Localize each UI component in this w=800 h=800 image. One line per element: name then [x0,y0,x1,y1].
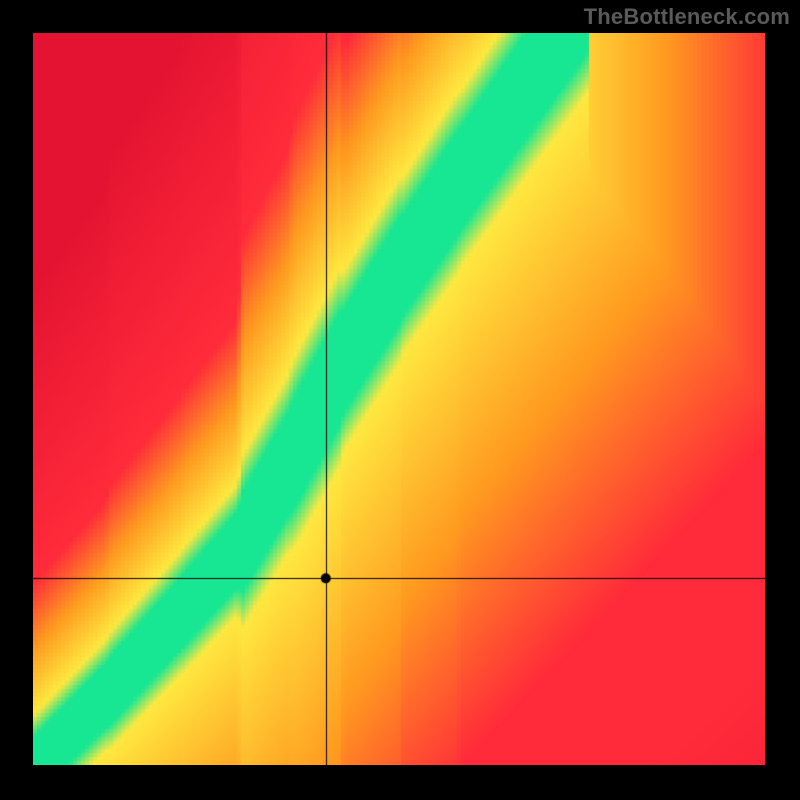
bottleneck-heatmap [33,33,765,765]
watermark-text: TheBottleneck.com [584,4,790,30]
